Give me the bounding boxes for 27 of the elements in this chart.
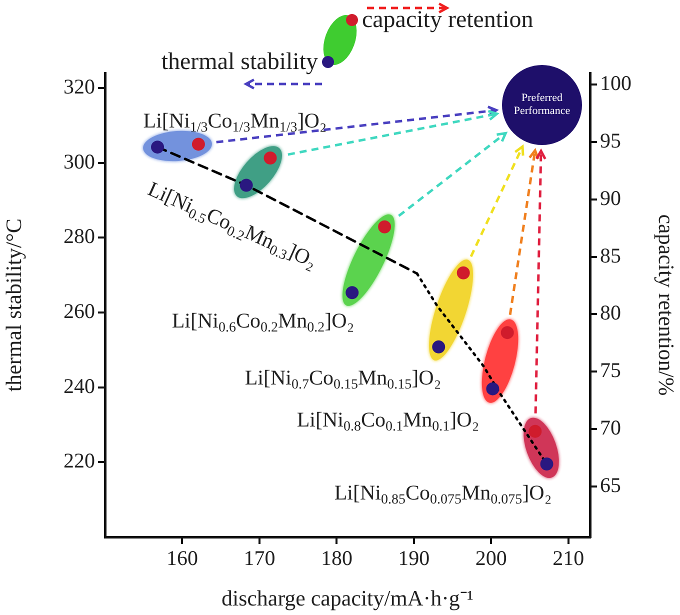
y2-tick-label: 95 — [600, 128, 621, 152]
annotation: Li[Ni0.5Co0.2Mn0.3]O₂ — [144, 176, 321, 273]
x-tick-label: 200 — [475, 546, 507, 570]
y2-tick-label: 90 — [600, 186, 621, 210]
x-tick-label: 170 — [244, 546, 276, 570]
y-tick-label: 280 — [64, 224, 95, 248]
x-tick-label: 210 — [552, 546, 584, 570]
y2-tick-label: 75 — [600, 358, 621, 382]
y-tick-label: 320 — [64, 74, 95, 98]
text: thermal stability — [161, 48, 318, 76]
y2-tick-label: 100 — [600, 71, 632, 95]
y-tick-label: 240 — [64, 374, 95, 398]
y2-tick-label: 85 — [600, 243, 621, 268]
y2-tick-label: 70 — [600, 416, 621, 440]
x-axis-title: discharge capacity/mA·h·g⁻¹ — [221, 586, 474, 611]
circle-badge: Preferred Performance — [502, 65, 582, 145]
y-tick-label: 220 — [64, 448, 95, 473]
y-tick-label: 260 — [64, 299, 95, 323]
y2-tick-label: 80 — [600, 300, 621, 325]
legend-label: capacity retention — [362, 6, 534, 34]
x-tick-label: 160 — [166, 546, 198, 570]
y-tick-label: 300 — [64, 149, 95, 174]
y2-tick-label: 65 — [600, 472, 621, 497]
x-tick-label: 190 — [398, 546, 430, 570]
y2-axis-title: capacity retention/% — [654, 214, 680, 396]
x-tick-label: 180 — [320, 546, 352, 570]
y-axis-title: thermal stability/°C — [0, 218, 26, 392]
